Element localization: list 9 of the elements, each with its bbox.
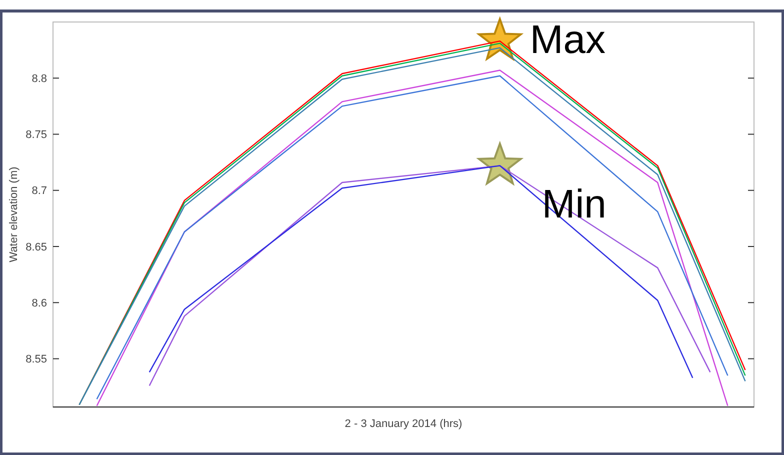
y-tick-label: 8.75 [26,129,47,142]
y-axis-title: Water elevation (m) [8,166,20,262]
y-tick-label: 8.55 [26,354,47,366]
x-axis-title: 2 - 3 January 2014 (hrs) [344,418,462,430]
annotation: Max [530,18,606,62]
y-tick-label: 8.8 [32,72,47,85]
y-tick-label: 8.7 [32,185,47,198]
y-tick-label: 8.65 [26,241,47,254]
y-tick-label: 8.6 [32,297,47,310]
